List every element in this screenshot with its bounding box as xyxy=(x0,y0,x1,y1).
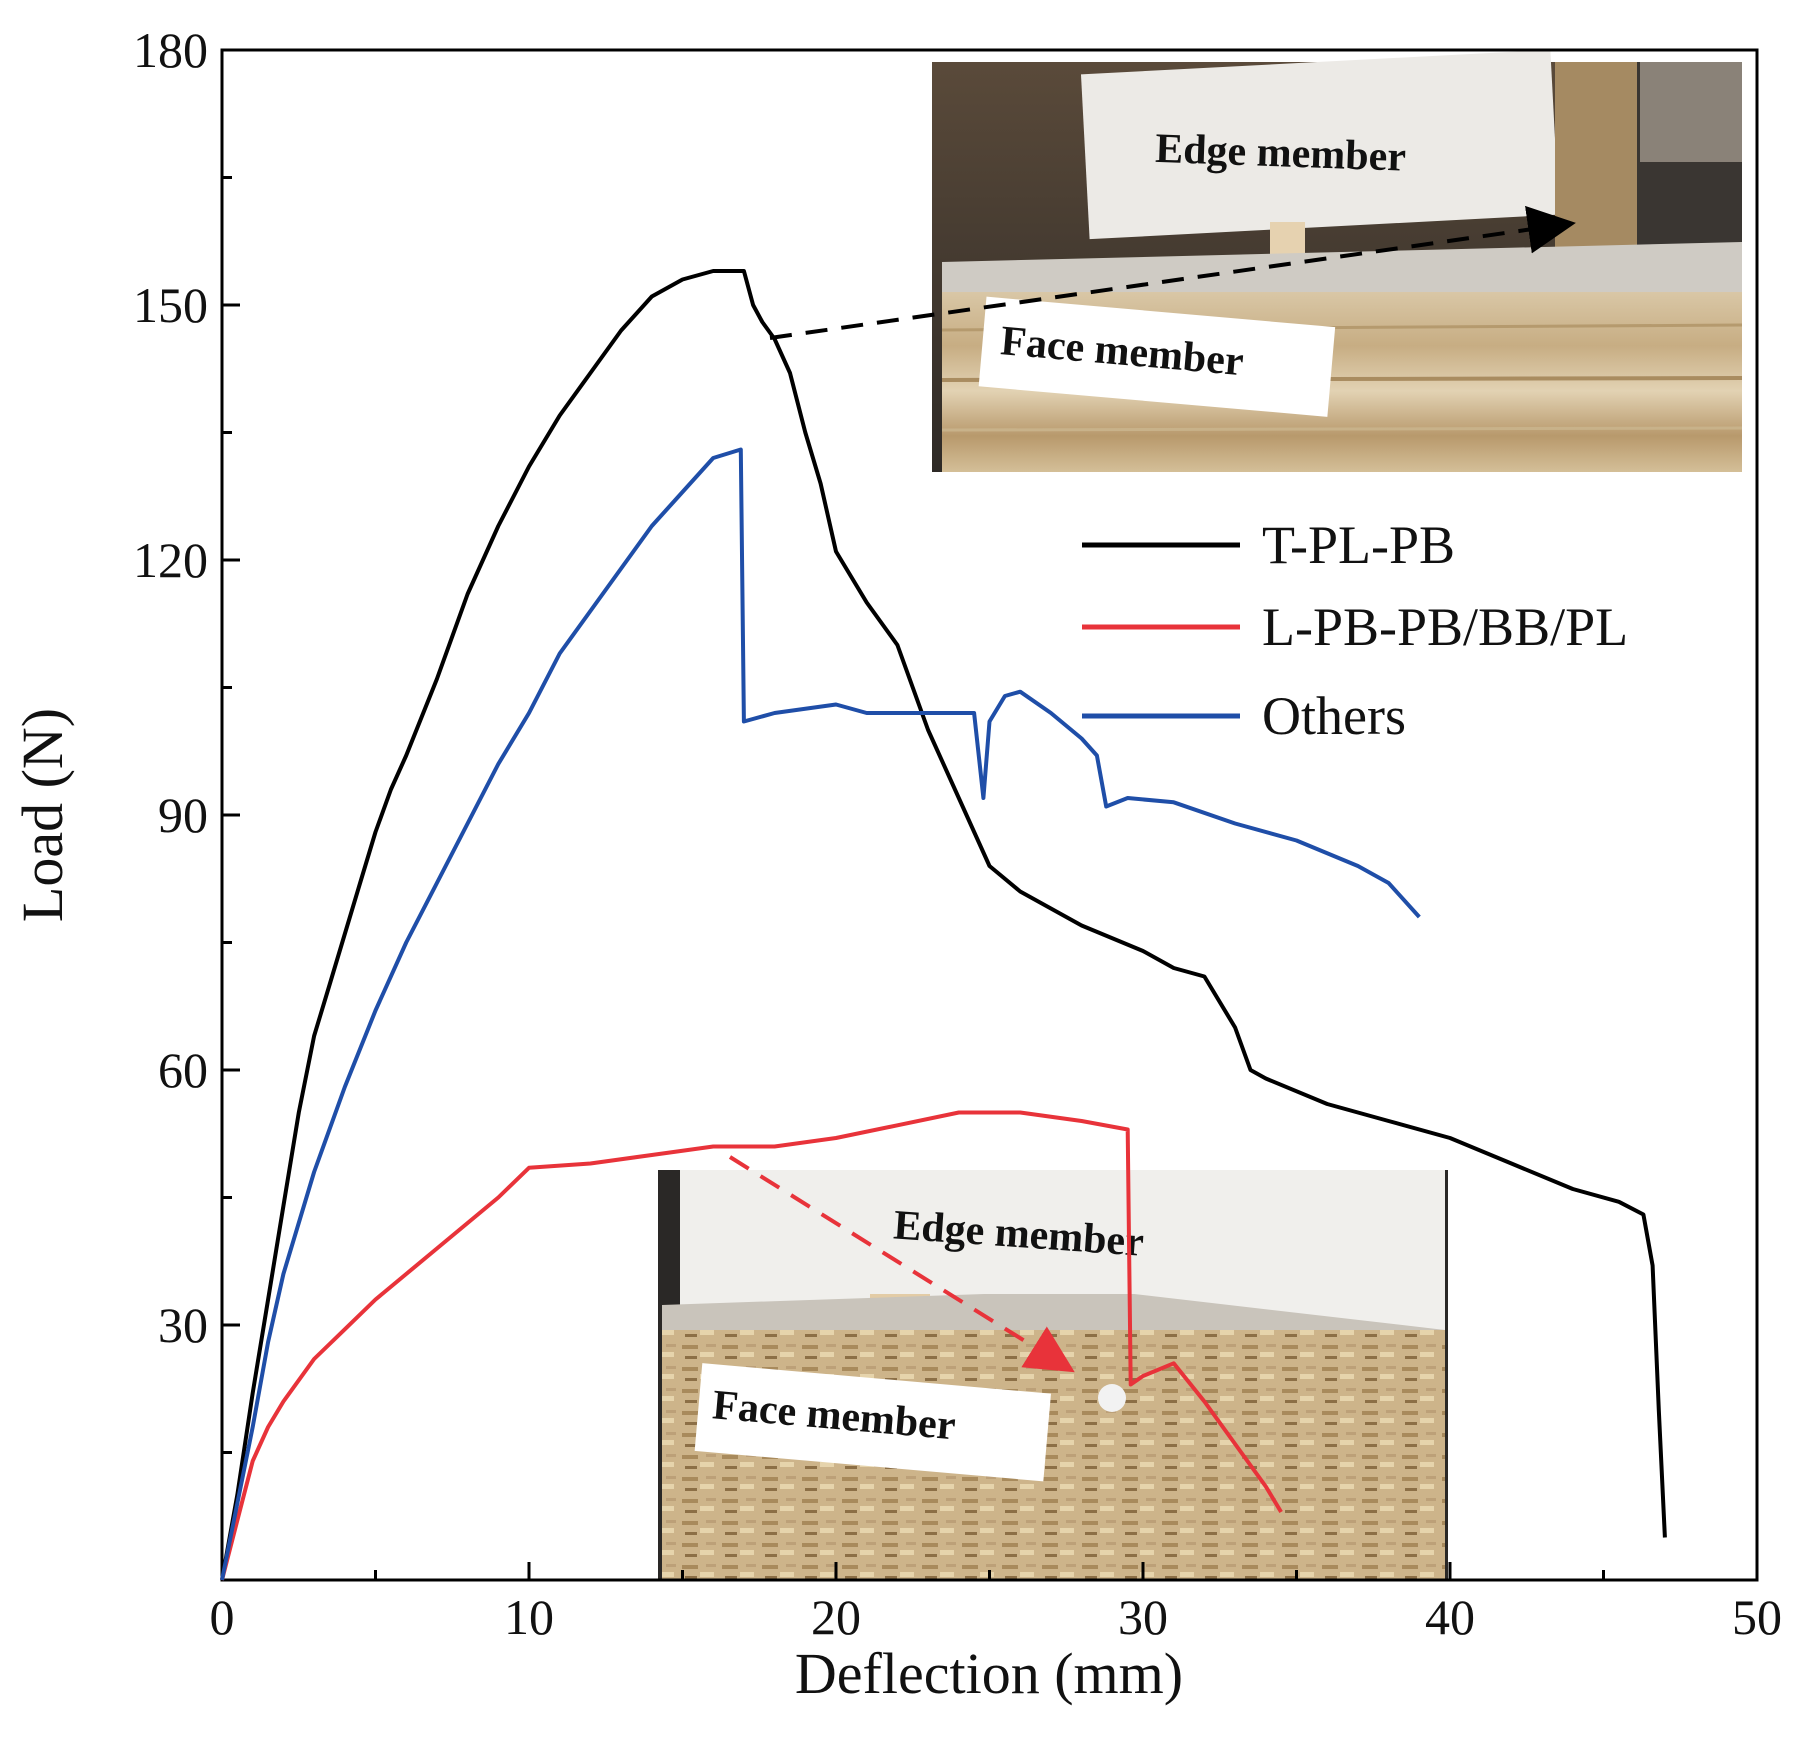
legend: T-PL-PB L-PB-PB/BB/PL Others xyxy=(1082,515,1628,746)
legend-label-t-pl-pb: T-PL-PB xyxy=(1262,515,1455,575)
y-tick-label: 150 xyxy=(133,277,208,333)
y-tick-label: 180 xyxy=(133,22,208,78)
y-tick-label: 30 xyxy=(158,1297,208,1353)
x-tick-label: 10 xyxy=(504,1589,554,1645)
legend-label-l-pb: L-PB-PB/BB/PL xyxy=(1262,597,1628,657)
x-tick-label: 40 xyxy=(1425,1589,1475,1645)
series-line-l-pb-pb-bb-pl xyxy=(220,1110,1283,1581)
x-tick-label: 30 xyxy=(1118,1589,1168,1645)
series-line-others xyxy=(220,447,1421,1581)
inset-photo-top: Edge member Face member xyxy=(769,49,1743,472)
x-tick-label: 0 xyxy=(210,1589,235,1645)
inset-bottom-arrow xyxy=(728,1155,1075,1373)
inset-photo-bottom: Edge member Face member xyxy=(658,1155,1448,1580)
inset-top-arrow xyxy=(769,205,1576,340)
y-tick-label: 60 xyxy=(158,1042,208,1098)
series-line-t-pl-pb xyxy=(220,269,1667,1581)
legend-label-others: Others xyxy=(1262,686,1406,746)
y-tick-label: 90 xyxy=(158,787,208,843)
y-axis-title: Load (N) xyxy=(10,708,75,922)
x-tick-label: 20 xyxy=(811,1589,861,1645)
inset-top-edge-label: Edge member xyxy=(1154,126,1406,181)
x-axis-title: Deflection (mm) xyxy=(795,1641,1183,1706)
x-tick-label: 50 xyxy=(1732,1589,1782,1645)
y-tick-label: 120 xyxy=(133,532,208,588)
